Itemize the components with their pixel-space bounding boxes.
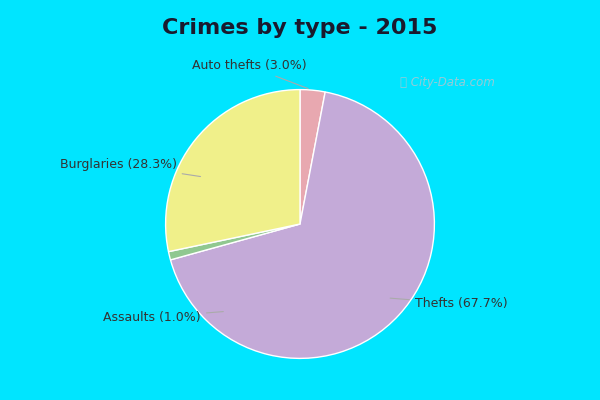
Text: Crimes by type - 2015: Crimes by type - 2015 [163,18,437,38]
Text: Thefts (67.7%): Thefts (67.7%) [390,297,508,310]
Text: ⓘ City-Data.com: ⓘ City-Data.com [400,76,495,89]
Text: Auto thefts (3.0%): Auto thefts (3.0%) [191,60,308,89]
Text: Assaults (1.0%): Assaults (1.0%) [103,311,223,324]
Wedge shape [169,224,300,260]
Wedge shape [300,90,325,224]
Wedge shape [166,90,300,252]
Wedge shape [170,92,434,358]
Text: Burglaries (28.3%): Burglaries (28.3%) [60,158,200,176]
